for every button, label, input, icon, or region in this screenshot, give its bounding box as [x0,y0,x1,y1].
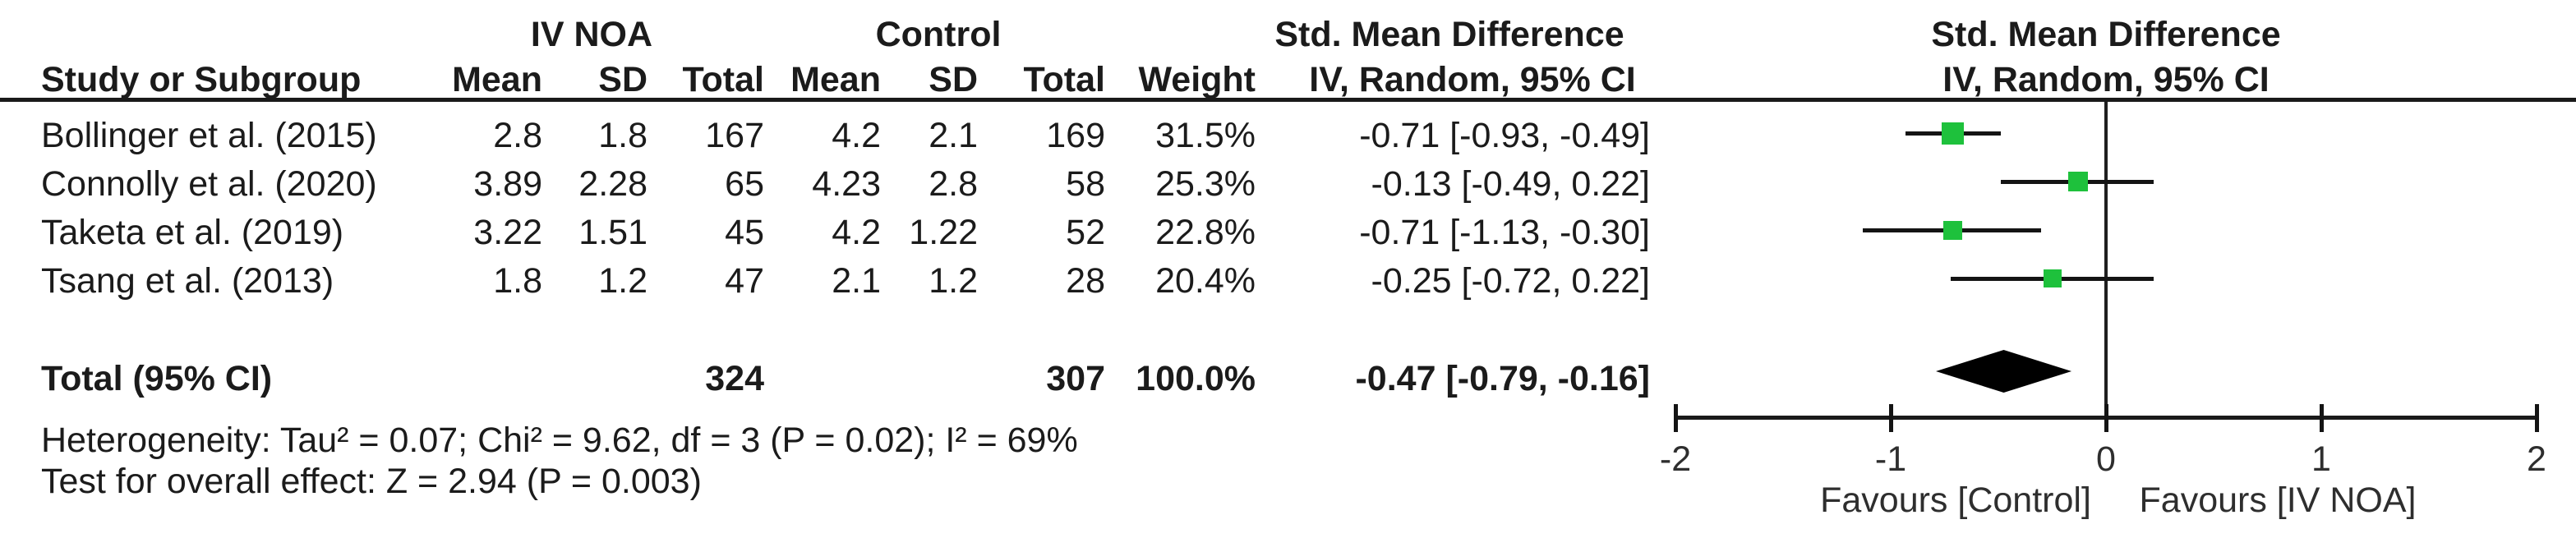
column-header-study: Study or Subgroup [41,60,362,99]
total1-cell: 45 [725,213,764,252]
sd2-cell: 1.2 [929,261,978,301]
ci-text-cell: -0.13 [-0.49, 0.22] [1371,164,1650,204]
mean1-cell: 1.8 [493,261,542,301]
sd1-cell: 1.51 [578,213,647,252]
total1-cell: 167 [705,116,764,155]
column-header-mean2: Mean [790,60,881,99]
mean2-cell: 4.23 [812,164,881,204]
axis-tick-label: -2 [1659,439,1692,479]
ci-text-cell: -0.71 [-1.13, -0.30] [1359,213,1650,252]
column-header-total1: Total [682,60,764,99]
smd-column-header-line2: IV, Random, 95% CI [1309,60,1636,99]
ci-text-cell: -0.25 [-0.72, 0.22] [1371,261,1650,301]
total1-sum: 324 [705,359,764,398]
axis-tick-label: 1 [2311,439,2331,479]
heterogeneity-stats: Heterogeneity: Tau² = 0.07; Chi² = 9.62,… [41,421,1078,460]
weight-cell: 31.5% [1155,116,1256,155]
total2-cell: 28 [1066,261,1105,301]
effect-square [1942,122,1965,145]
total-ci-text: -0.47 [-0.79, -0.16] [1355,359,1650,398]
column-header-total2: Total [1023,60,1105,99]
weight-cell: 22.8% [1155,213,1256,252]
axis-tick [2104,404,2108,432]
study-name: Connolly et al. (2020) [41,164,377,204]
smd-column-header-line1: Std. Mean Difference [1274,15,1624,54]
study-name: Taketa et al. (2019) [41,213,344,252]
study-name: Tsang et al. (2013) [41,261,334,301]
mean2-cell: 4.2 [832,213,881,252]
axis-tick [2320,404,2324,432]
effect-square [2067,172,2088,191]
ci-text-cell: -0.71 [-0.93, -0.49] [1359,116,1650,155]
column-header-mean1: Mean [452,60,542,99]
sd2-cell: 2.8 [929,164,978,204]
axis-tick [2535,404,2539,432]
sd1-cell: 1.2 [598,261,647,301]
total-weight: 100.0% [1136,359,1256,398]
group-header-control: Control [875,15,1002,54]
sd2-cell: 1.22 [909,213,978,252]
total2-sum: 307 [1046,359,1105,398]
weight-cell: 20.4% [1155,261,1256,301]
column-header-sd1: SD [598,60,647,99]
mean2-cell: 4.2 [832,116,881,155]
sd1-cell: 2.28 [578,164,647,204]
axis-tick [1674,404,1678,432]
pooled-effect-diamond [1936,350,2072,393]
smd-plot-header-line1: Std. Mean Difference [1931,15,2281,54]
zero-reference-line [2104,102,2108,420]
axis-tick-label: 0 [2096,439,2116,479]
mean1-cell: 2.8 [493,116,542,155]
effect-square [1943,220,1963,240]
favours-left-label: Favours [Control] [1820,481,2091,520]
header-underline [0,98,2576,102]
study-name: Bollinger et al. (2015) [41,116,377,155]
total2-cell: 52 [1066,213,1105,252]
weight-cell: 25.3% [1155,164,1256,204]
axis-tick-label: 2 [2527,439,2546,479]
total1-cell: 65 [725,164,764,204]
column-header-weight: Weight [1138,60,1256,99]
total1-cell: 47 [725,261,764,301]
axis-tick-label: -1 [1874,439,1907,479]
total2-cell: 169 [1046,116,1105,155]
sd2-cell: 2.1 [929,116,978,155]
total2-cell: 58 [1066,164,1105,204]
mean1-cell: 3.22 [473,213,542,252]
overall-effect-test: Test for overall effect: Z = 2.94 (P = 0… [41,462,702,501]
group-header-experimental: IV NOA [530,15,653,54]
axis-tick [1889,404,1893,432]
favours-right-label: Favours [IV NOA] [2139,481,2417,520]
mean1-cell: 3.89 [473,164,542,204]
smd-plot-header-line2: IV, Random, 95% CI [1942,60,2270,99]
mean2-cell: 2.1 [832,261,881,301]
effect-square [2043,269,2062,287]
column-header-sd2: SD [929,60,978,99]
total-label: Total (95% CI) [41,359,273,398]
sd1-cell: 1.8 [598,116,647,155]
